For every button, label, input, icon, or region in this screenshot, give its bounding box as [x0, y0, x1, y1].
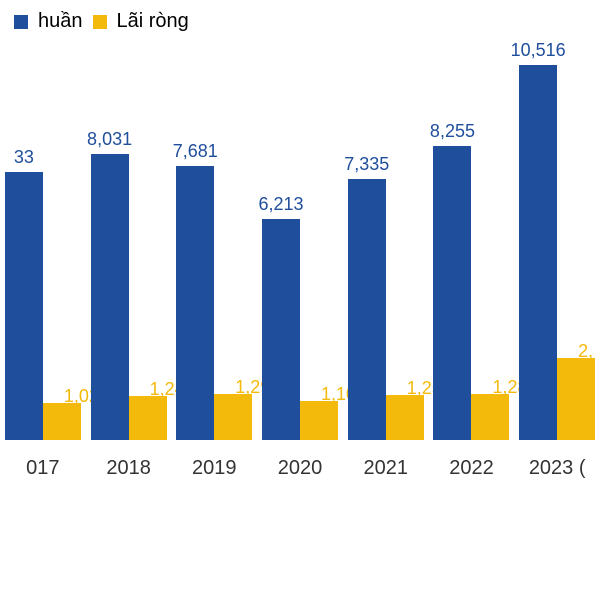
- bar-series-0: [519, 65, 557, 440]
- chart-plot-area: 331,0270178,0311,24020187,6811,29220196,…: [0, 48, 600, 500]
- bar-series-1: [300, 401, 338, 440]
- bar-pair: [257, 48, 343, 440]
- bar-group: 7,3351,2542021: [343, 48, 429, 440]
- bar-series-0: [433, 146, 471, 440]
- bar-value-label-1: 2,: [578, 341, 593, 362]
- bar-value-label-0: 8,255: [430, 121, 475, 142]
- bar-value-label-0: 7,681: [173, 141, 218, 162]
- bar-series-0: [5, 172, 43, 440]
- legend-label-0: huần: [38, 10, 83, 33]
- bar-series-0: [262, 219, 300, 440]
- legend-label-1: Lãi ròng: [117, 10, 189, 33]
- bar-group: 6,2131,1042020: [257, 48, 343, 440]
- legend-swatch-1: [93, 15, 107, 29]
- bar-series-0: [348, 179, 386, 440]
- chart-bar-groups: 331,0270178,0311,24020187,6811,29220196,…: [0, 48, 600, 440]
- bar-series-0: [91, 154, 129, 440]
- bar-series-1: [43, 403, 81, 440]
- bar-series-1: [386, 395, 424, 440]
- bar-series-0: [176, 166, 214, 440]
- bar-series-1: [557, 358, 595, 440]
- bar-group: 8,0311,2402018: [86, 48, 172, 440]
- bar-value-label-0: 10,516: [511, 40, 566, 61]
- x-axis-label: 2023 (: [514, 457, 600, 480]
- bar-group: 331,027017: [0, 48, 86, 440]
- bar-series-1: [214, 394, 252, 440]
- bar-group: 8,2551,2872022: [429, 48, 515, 440]
- x-axis-label: 2021: [343, 457, 429, 480]
- bar-value-label-0: 8,031: [87, 129, 132, 150]
- bar-series-1: [129, 396, 167, 440]
- x-axis-label: 2022: [429, 457, 515, 480]
- bar-value-label-0: 7,335: [344, 154, 389, 175]
- bar-group: 10,5162,2023 (: [514, 48, 600, 440]
- bar-pair: [0, 48, 86, 440]
- bar-value-label-0: 33: [14, 147, 34, 168]
- bar-series-1: [471, 394, 509, 440]
- x-axis-label: 2020: [257, 457, 343, 480]
- x-axis-label: 017: [0, 457, 86, 480]
- revenue-chart: huần Lãi ròng 331,0270178,0311,24020187,…: [0, 0, 600, 600]
- x-axis-label: 2018: [86, 457, 172, 480]
- legend-swatch-0: [14, 15, 28, 29]
- chart-legend: huần Lãi ròng: [0, 0, 203, 43]
- x-axis-label: 2019: [171, 457, 257, 480]
- bar-value-label-0: 6,213: [258, 194, 303, 215]
- bar-group: 7,6811,2922019: [171, 48, 257, 440]
- bar-pair: [514, 48, 600, 440]
